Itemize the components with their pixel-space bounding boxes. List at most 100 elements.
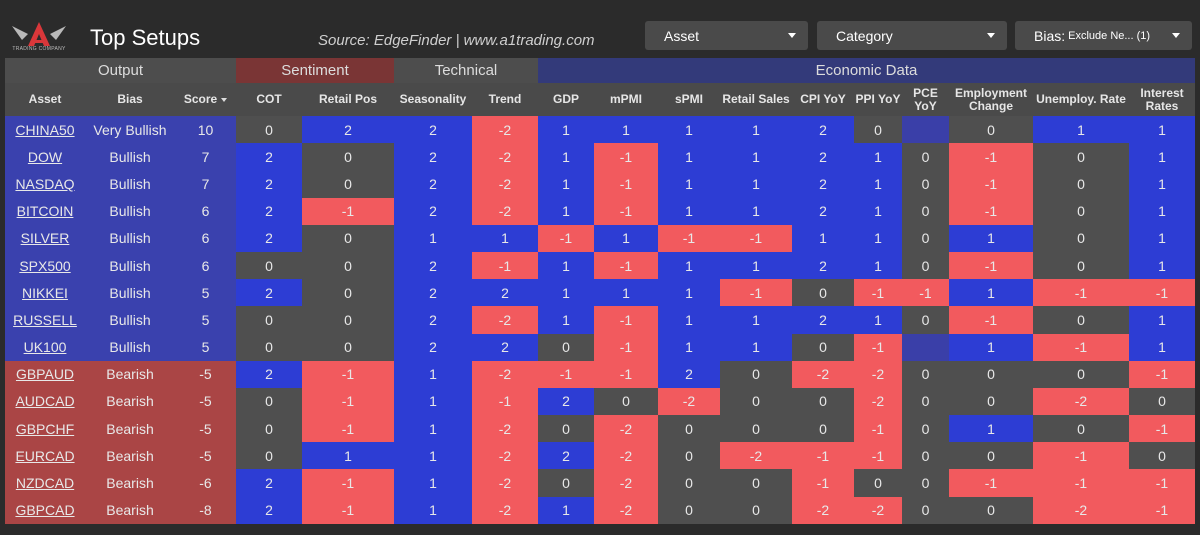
score-cell: -1 (949, 469, 1033, 497)
column-header-mpmi[interactable]: mPMI (594, 83, 658, 116)
asset-link[interactable]: GBPCAD (15, 502, 75, 519)
score-cell: 1 (394, 224, 472, 252)
asset-link[interactable]: RUSSELL (13, 311, 77, 328)
score-cell: 0 (1033, 251, 1129, 280)
header-bar: TRADING COMPANY Top Setups Source: EdgeF… (0, 0, 1200, 57)
table-row: CHINA50 Very Bullish 10 0 2 2 -2 1 1 1 1 2 0 0 1 1 (5, 116, 1195, 144)
score-cell: 0 (1033, 360, 1129, 388)
score-cell: -2 (472, 116, 538, 144)
category-dropdown[interactable]: Category (817, 21, 1007, 50)
score-cell: 0 (720, 496, 792, 524)
score-cell: -2 (594, 442, 658, 470)
score-cell: 1 (720, 143, 792, 171)
score-cell: 2 (792, 143, 854, 171)
column-header-retail-pos[interactable]: Retail Pos (302, 83, 394, 116)
score-cell: 0 (302, 224, 394, 252)
column-header-trend[interactable]: Trend (472, 83, 538, 116)
bias-dropdown[interactable]: Bias: Exclude Ne... (1) (1015, 21, 1192, 50)
score-cell: 1 (594, 224, 658, 252)
table-body: CHINA50 Very Bullish 10 0 2 2 -2 1 1 1 1 2 0 0 1 1 DOW Bu… (5, 116, 1195, 524)
column-header-spmi[interactable]: sPMI (658, 83, 720, 116)
table-row: AUDCAD Bearish -5 0 -1 1 -1 2 0 -2 0 0 -2 0 0 -2 0 (5, 387, 1195, 416)
asset-link[interactable]: NIKKEI (22, 284, 68, 301)
column-header-score[interactable]: Score (175, 83, 236, 116)
asset-link[interactable]: EURCAD (15, 447, 75, 464)
score-cell: 1 (658, 251, 720, 280)
group-output: Output (5, 58, 236, 83)
score-cell: 0 (658, 496, 720, 524)
score-cell: -2 (1033, 496, 1129, 524)
score-cell: 0 (302, 279, 394, 307)
column-header-seasonality[interactable]: Seasonality (394, 83, 472, 116)
sort-desc-icon[interactable] (221, 97, 228, 102)
column-header-label: Employment Change (954, 85, 1027, 113)
column-header-label: Bias (117, 92, 143, 106)
column-header-cot[interactable]: COT (236, 83, 302, 116)
score-cell: -2 (472, 143, 538, 171)
score-cell: -2 (472, 496, 538, 524)
asset-link[interactable]: GBPCHF (15, 420, 75, 437)
score-cell: 0 (792, 387, 854, 416)
score-cell: 0 (902, 415, 949, 443)
column-header-interest-rates[interactable]: Interest Rates (1129, 83, 1195, 116)
score-cell: 0 (854, 469, 902, 497)
asset-link[interactable]: BITCOIN (16, 203, 74, 220)
score-cell: -1 (720, 224, 792, 252)
score-cell: 0 (236, 442, 302, 470)
column-header-asset[interactable]: Asset (5, 83, 85, 116)
score-cell: 1 (538, 197, 594, 225)
score-cell: 1 (854, 143, 902, 171)
score-cell: 2 (394, 143, 472, 171)
score-cell: 1 (658, 306, 720, 334)
score-cell: 1 (854, 197, 902, 225)
column-header-label: PCE YoY (913, 85, 938, 113)
score-cell: 1 (538, 143, 594, 171)
asset-link[interactable]: AUDCAD (15, 393, 75, 410)
score-cell: 1 (949, 333, 1033, 361)
column-header-gdp[interactable]: GDP (538, 83, 594, 116)
score-cell (902, 333, 949, 361)
column-header-employment-change[interactable]: Employment Change (949, 83, 1033, 116)
asset-cell: NIKKEI (5, 279, 85, 307)
score-cell: 2 (792, 170, 854, 198)
score-cell: 2 (658, 360, 720, 388)
asset-link[interactable]: UK100 (23, 339, 67, 356)
asset-link[interactable]: SILVER (20, 230, 70, 247)
asset-link[interactable]: NASDAQ (15, 175, 75, 192)
score-cell: 0 (949, 496, 1033, 524)
column-header-pce-yoy[interactable]: PCE YoY (902, 83, 949, 116)
column-header-bias[interactable]: Bias (85, 83, 175, 116)
score-cell: 1 (394, 496, 472, 524)
column-header-retail-sales[interactable]: Retail Sales (720, 83, 792, 116)
score-cell: -1 (949, 143, 1033, 171)
asset-link[interactable]: DOW (27, 148, 63, 165)
table-row: DOW Bullish 7 2 0 2 -2 1 -1 1 1 2 1 0 -1 0 1 (5, 143, 1195, 171)
asset-link[interactable]: CHINA50 (15, 121, 75, 138)
score-cell: 6 (175, 224, 236, 252)
asset-cell: NASDAQ (5, 170, 85, 198)
asset-dropdown[interactable]: Asset (645, 21, 808, 50)
score-cell: 2 (236, 170, 302, 198)
score-cell: 2 (236, 496, 302, 524)
score-cell: 0 (720, 469, 792, 497)
score-cell: -1 (538, 224, 594, 252)
score-cell: -1 (302, 415, 394, 443)
asset-link[interactable]: GBPAUD (15, 366, 75, 383)
column-header-cpi-yoy[interactable]: CPI YoY (792, 83, 854, 116)
asset-link[interactable]: NZDCAD (15, 475, 75, 492)
score-cell: -2 (594, 469, 658, 497)
score-cell: 1 (792, 224, 854, 252)
score-cell: -1 (594, 251, 658, 280)
score-cell: -1 (1129, 415, 1195, 443)
column-header-label: Retail Pos (318, 92, 378, 106)
score-cell: 7 (175, 143, 236, 171)
score-cell: 2 (236, 360, 302, 388)
table-row: BITCOIN Bullish 6 2 -1 2 -2 1 -1 1 1 2 1 0 -1 0 1 (5, 197, 1195, 225)
logo-caption: TRADING COMPANY (12, 46, 66, 52)
column-header-unemploy-rate[interactable]: Unemploy. Rate (1033, 83, 1129, 116)
score-cell: 0 (302, 251, 394, 280)
asset-link[interactable]: SPX500 (19, 257, 71, 274)
score-cell: 2 (302, 116, 394, 144)
column-header-ppi-yoy[interactable]: PPI YoY (854, 83, 902, 116)
score-cell: 0 (902, 360, 949, 388)
